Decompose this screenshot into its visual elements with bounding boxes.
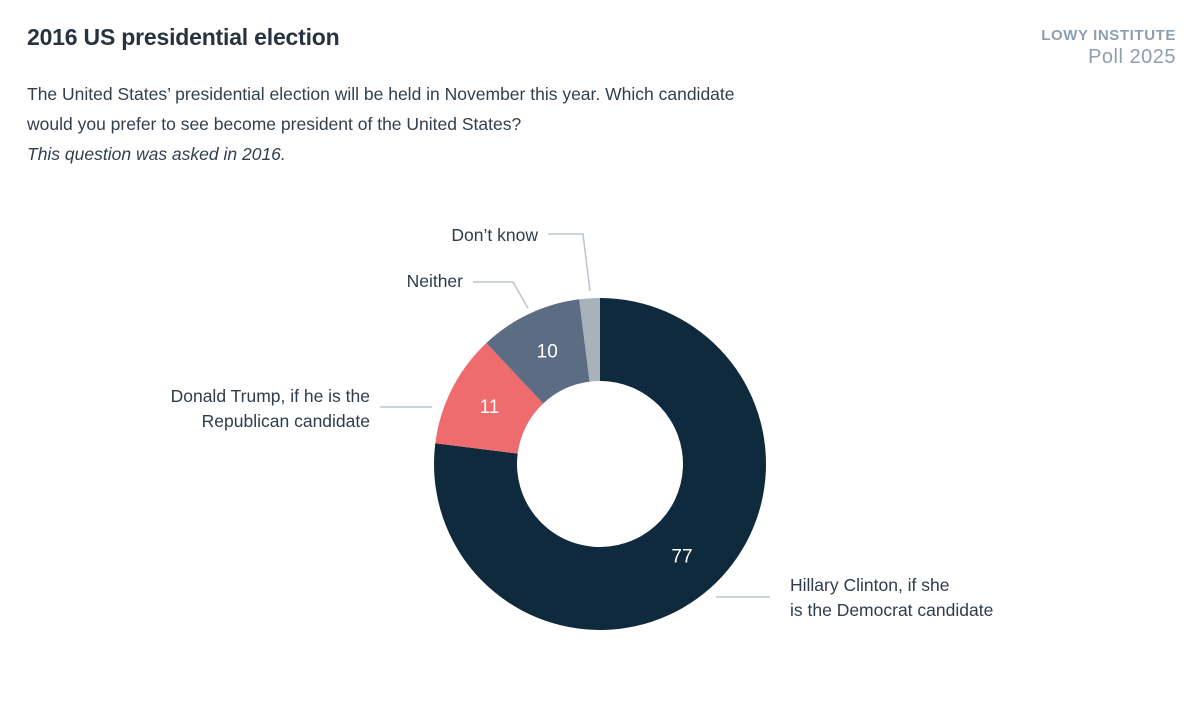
logo-poll-year: Poll 2025 [1088, 45, 1176, 68]
callout-label: Donald Trump, if he is the [170, 386, 370, 406]
segment-neither[interactable] [486, 299, 590, 404]
segment-callout-donald-trump: Donald Trump, if he is the Republican ca… [130, 384, 370, 434]
callout-connectors [380, 233, 770, 598]
segment-don-t-know[interactable] [579, 298, 600, 382]
question-text: The United States’ presidential election… [27, 79, 735, 169]
callout-label: Republican candidate [201, 411, 370, 431]
segment-value-label: 11 [480, 397, 500, 418]
segment-value-label: 77 [671, 547, 692, 568]
segment-callout-hillary-clinton: Hillary Clinton, if she is the Democrat … [790, 573, 1070, 623]
question-text-line-2: would you prefer to see become president… [27, 114, 522, 134]
logo-institute-name: LOWY INSTITUTE [1041, 27, 1176, 44]
page-title: 2016 US presidential election [27, 24, 340, 50]
segment-hillary-clinton-if-she-is-the-democrat-candidate[interactable] [434, 298, 767, 630]
callout-label: Don’t know [451, 225, 538, 245]
donut-segments: 77 11 10 [434, 298, 767, 630]
segment-value-label: 10 [537, 341, 558, 362]
segment-callout-neither: Neither [243, 269, 463, 294]
question-note: This question was asked in 2016. [27, 144, 286, 164]
callout-label: Neither [406, 271, 463, 291]
segment-donald-trump-if-he-is-the-republican-candidate[interactable] [435, 342, 544, 454]
lowy-institute-logo: LOWY INSTITUTE Poll 2025 [1041, 27, 1176, 68]
question-text-line-1: The United States’ presidential election… [27, 84, 735, 104]
callout-label: Hillary Clinton, if she [790, 575, 950, 595]
callout-line-neither [473, 281, 529, 309]
segment-callout-dont-know: Don’t know [318, 223, 538, 248]
callout-label: is the Democrat candidate [790, 600, 994, 620]
callout-line-dont-know [548, 233, 591, 292]
